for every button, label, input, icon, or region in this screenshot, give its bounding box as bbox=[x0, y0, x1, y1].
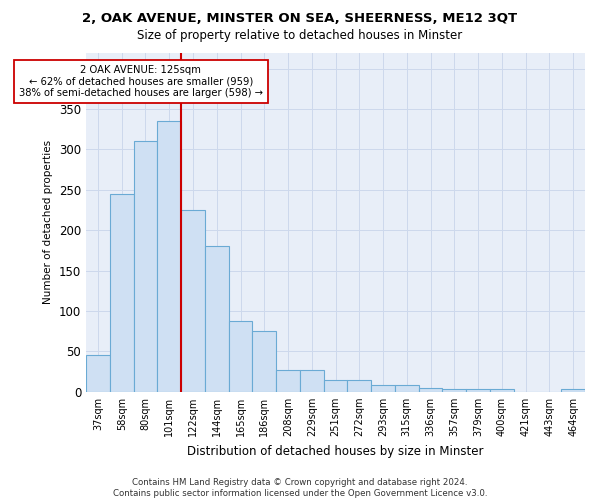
Y-axis label: Number of detached properties: Number of detached properties bbox=[43, 140, 53, 304]
Bar bbox=[300, 370, 323, 392]
Bar bbox=[253, 331, 276, 392]
Bar bbox=[371, 386, 395, 392]
Bar bbox=[442, 388, 466, 392]
Bar bbox=[276, 370, 300, 392]
Text: 2, OAK AVENUE, MINSTER ON SEA, SHEERNESS, ME12 3QT: 2, OAK AVENUE, MINSTER ON SEA, SHEERNESS… bbox=[82, 12, 518, 26]
Bar bbox=[466, 390, 490, 392]
Bar bbox=[181, 210, 205, 392]
Bar bbox=[229, 320, 253, 392]
Bar bbox=[419, 388, 442, 392]
Bar bbox=[205, 246, 229, 392]
Bar bbox=[395, 386, 419, 392]
Bar bbox=[490, 390, 514, 392]
Text: Size of property relative to detached houses in Minster: Size of property relative to detached ho… bbox=[137, 29, 463, 42]
Bar bbox=[86, 356, 110, 392]
Bar bbox=[347, 380, 371, 392]
Bar bbox=[323, 380, 347, 392]
Bar bbox=[110, 194, 134, 392]
Bar bbox=[561, 388, 585, 392]
Text: 2 OAK AVENUE: 125sqm
← 62% of detached houses are smaller (959)
38% of semi-deta: 2 OAK AVENUE: 125sqm ← 62% of detached h… bbox=[19, 64, 263, 98]
Bar bbox=[157, 121, 181, 392]
Text: Contains HM Land Registry data © Crown copyright and database right 2024.
Contai: Contains HM Land Registry data © Crown c… bbox=[113, 478, 487, 498]
Bar bbox=[134, 142, 157, 392]
X-axis label: Distribution of detached houses by size in Minster: Distribution of detached houses by size … bbox=[187, 444, 484, 458]
